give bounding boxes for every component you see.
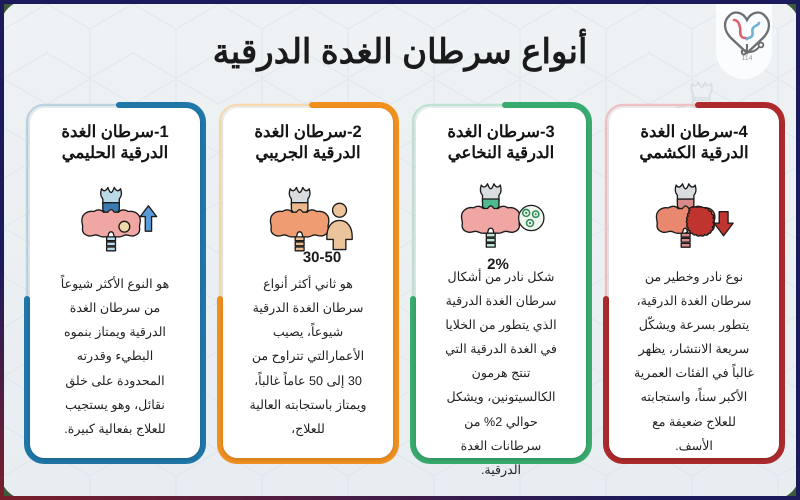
svg-text:114: 114	[741, 55, 752, 62]
